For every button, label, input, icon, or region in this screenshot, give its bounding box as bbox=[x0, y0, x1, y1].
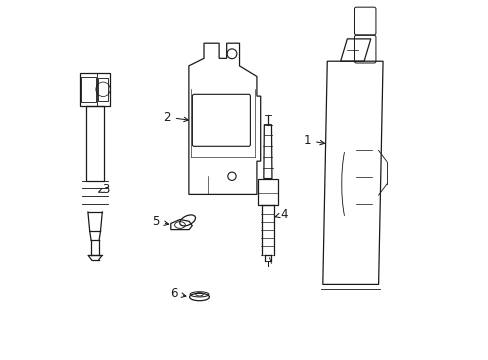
Text: 5: 5 bbox=[152, 215, 168, 228]
Text: 1: 1 bbox=[303, 134, 324, 147]
Text: 2: 2 bbox=[163, 111, 188, 123]
Bar bbox=[81, 77, 96, 102]
Text: 3: 3 bbox=[99, 183, 109, 195]
Bar bbox=[98, 78, 108, 101]
Text: 4: 4 bbox=[274, 208, 287, 221]
Bar bbox=[80, 73, 110, 106]
Bar bbox=[258, 179, 277, 206]
Bar bbox=[85, 106, 104, 181]
Text: 6: 6 bbox=[170, 287, 185, 300]
